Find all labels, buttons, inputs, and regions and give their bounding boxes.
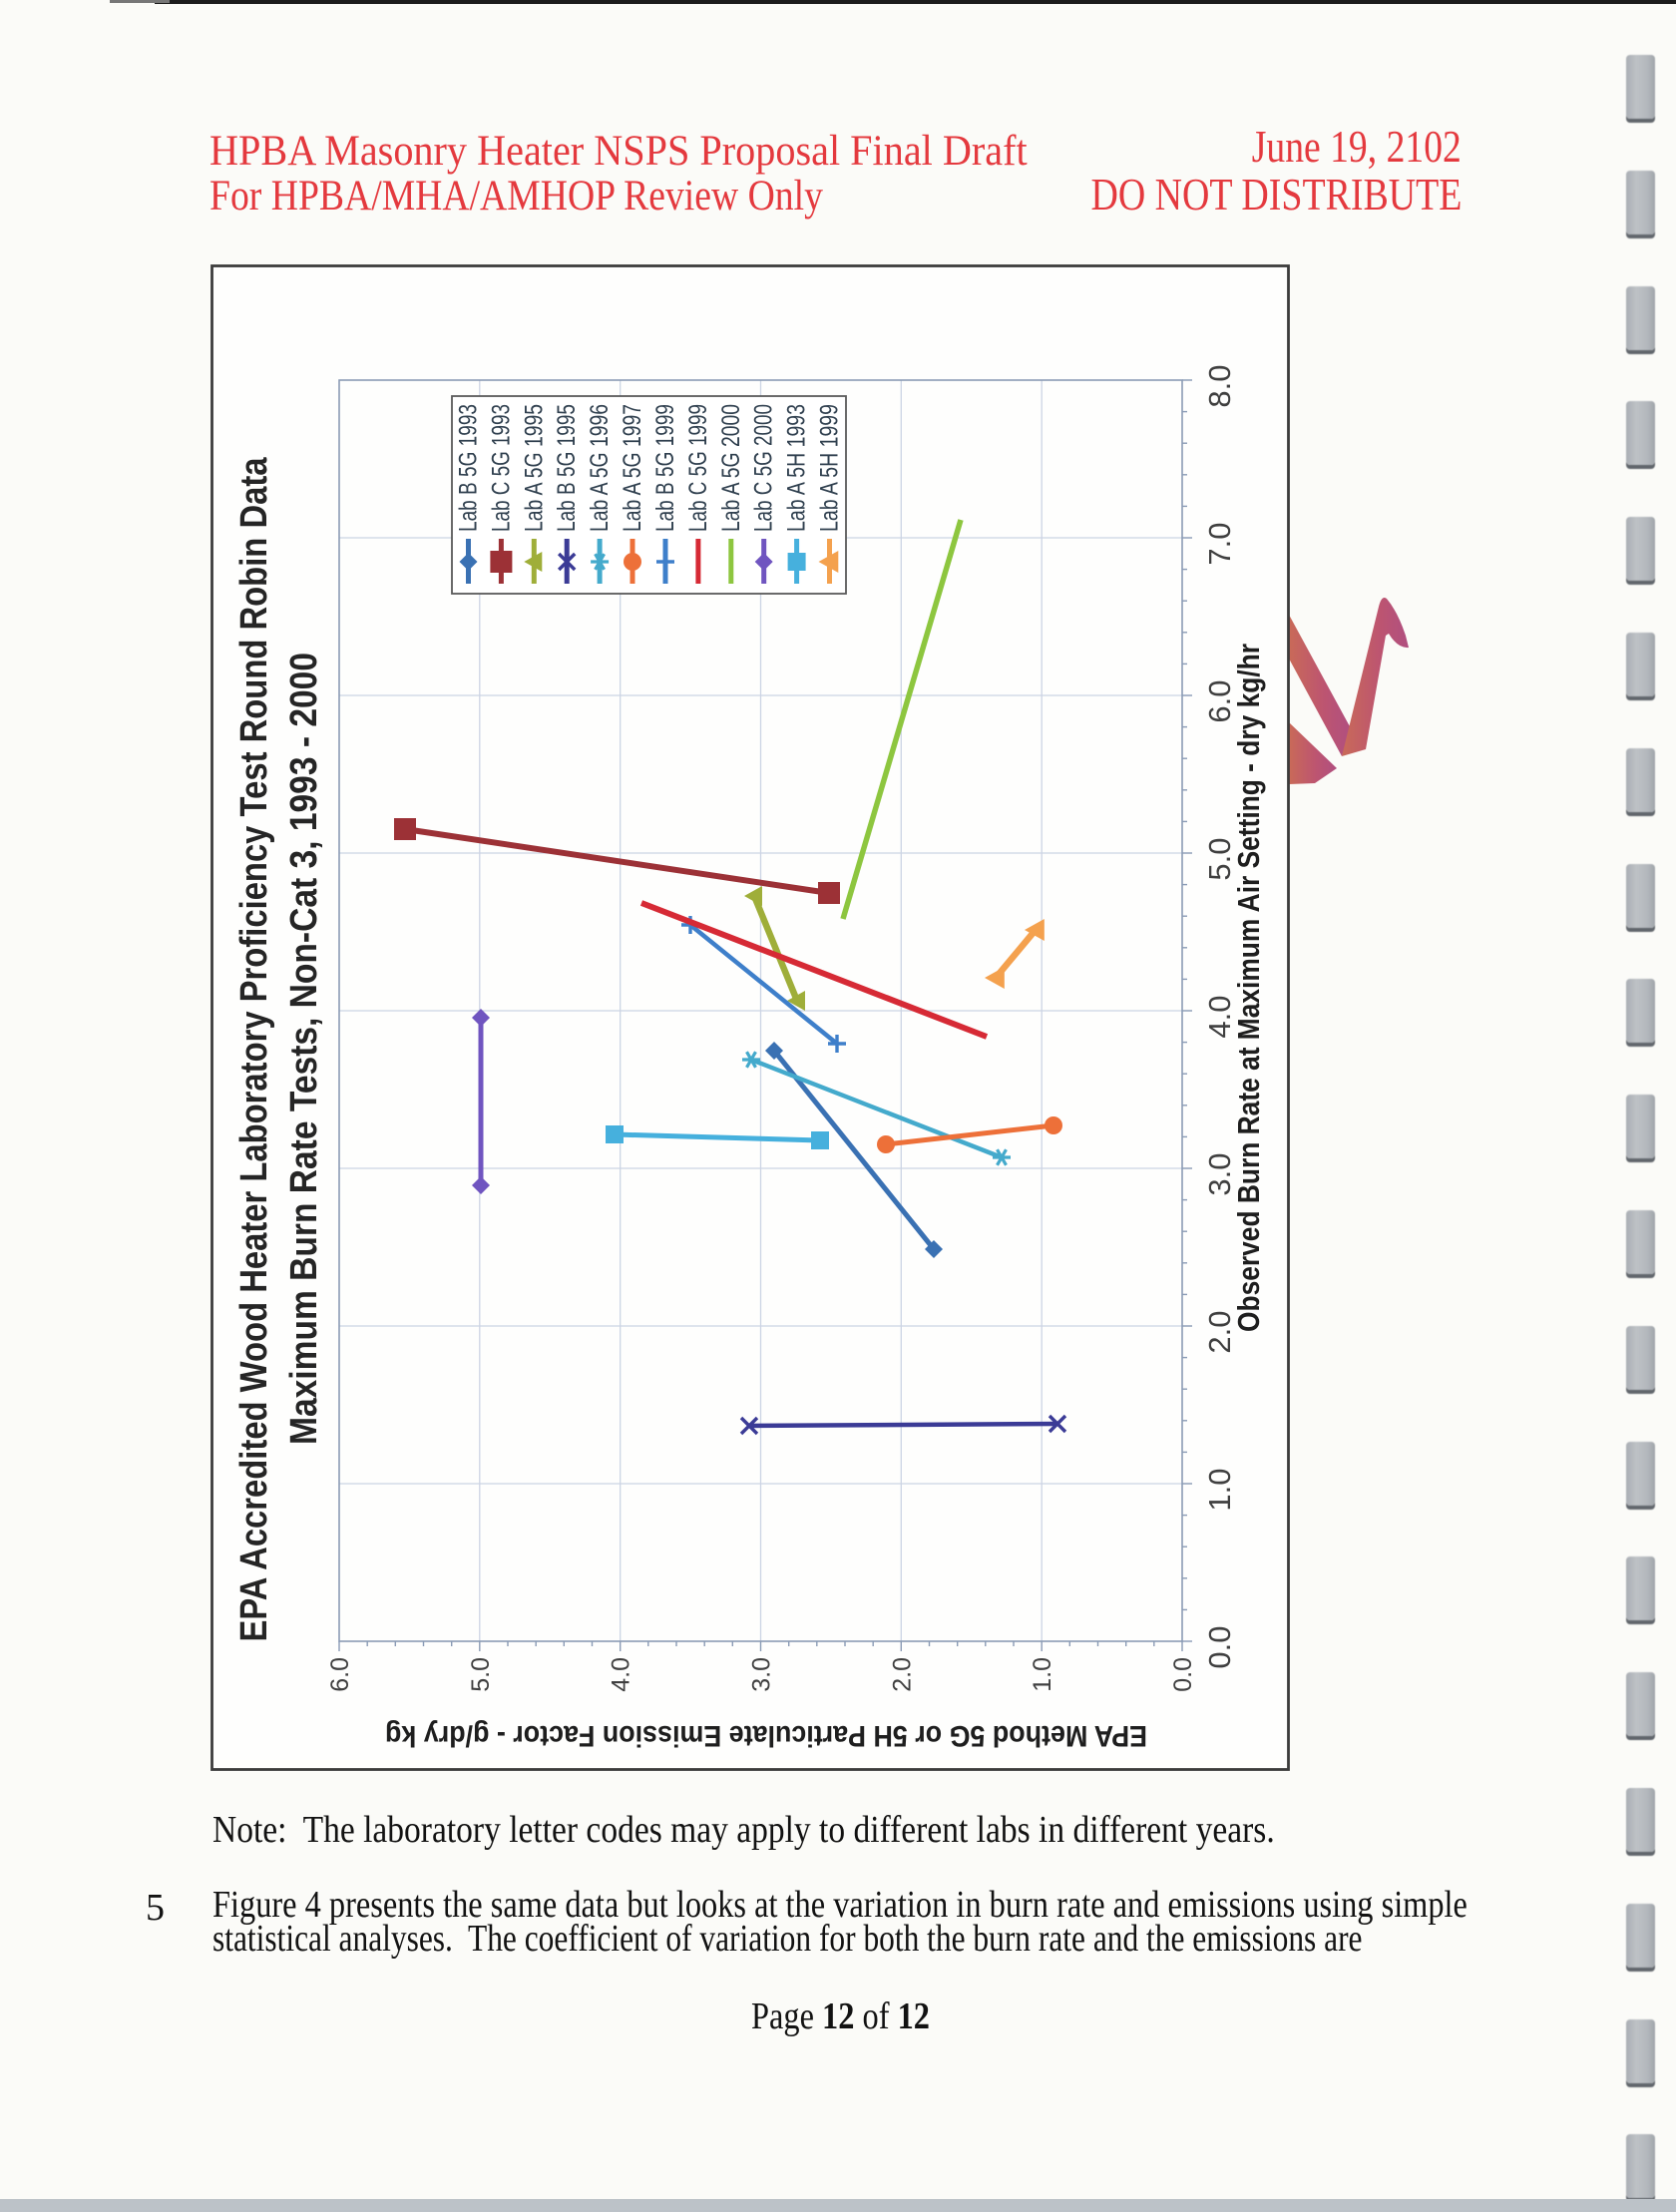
- svg-text:Lab C 5G 1993: Lab C 5G 1993: [487, 404, 515, 532]
- svg-text:6.0: 6.0: [1202, 679, 1237, 722]
- svg-text:2.0: 2.0: [1202, 1310, 1237, 1353]
- svg-text:Lab C 5G 1999: Lab C 5G 1999: [684, 404, 712, 532]
- svg-text:Observed Burn Rate at Maximum: Observed Burn Rate at Maximum Air Settin…: [1231, 644, 1266, 1332]
- svg-text:6.0: 6.0: [326, 1657, 354, 1692]
- svg-text:1.0: 1.0: [1202, 1468, 1237, 1511]
- svg-text:7.0: 7.0: [1202, 522, 1237, 565]
- svg-text:Lab B 5G 1995: Lab B 5G 1995: [553, 404, 581, 532]
- svg-text:Lab A 5G 1995: Lab A 5G 1995: [520, 404, 548, 532]
- svg-text:5.0: 5.0: [1202, 837, 1237, 880]
- svg-text:5.0: 5.0: [467, 1657, 495, 1692]
- svg-text:4.0: 4.0: [1202, 995, 1237, 1038]
- svg-text:0.0: 0.0: [1169, 1657, 1197, 1692]
- svg-text:EPA Accredited Wood Heater Lab: EPA Accredited Wood Heater Laboratory Pr…: [233, 457, 275, 1642]
- svg-text:Lab A 5H 1993: Lab A 5H 1993: [783, 404, 811, 532]
- svg-text:4.0: 4.0: [608, 1657, 635, 1692]
- svg-text:Lab A 5G 1996: Lab A 5G 1996: [586, 404, 614, 532]
- svg-text:3.0: 3.0: [1202, 1152, 1237, 1195]
- svg-text:2.0: 2.0: [888, 1657, 916, 1692]
- svg-text:Lab B 5G 1993: Lab B 5G 1993: [455, 404, 483, 532]
- svg-text:Lab B 5G 1999: Lab B 5G 1999: [651, 404, 679, 532]
- svg-text:EPA Method 5G or 5H Particulat: EPA Method 5G or 5H Particulate Emission…: [385, 1719, 1147, 1752]
- svg-text:0.0: 0.0: [1202, 1625, 1237, 1668]
- svg-text:1.0: 1.0: [1029, 1657, 1056, 1692]
- svg-text:3.0: 3.0: [748, 1657, 776, 1692]
- svg-text:Lab A 5G 2000: Lab A 5G 2000: [717, 404, 745, 532]
- svg-text:Lab A 5G 1997: Lab A 5G 1997: [619, 404, 646, 532]
- svg-text:Maximum Burn Rate Tests, Non-: Maximum Burn Rate Tests, Non-Cat 3, 1993…: [283, 653, 325, 1445]
- svg-text:Lab A 5H 1999: Lab A 5H 1999: [816, 404, 844, 532]
- svg-text:Lab C 5G 2000: Lab C 5G 2000: [750, 404, 778, 532]
- svg-text:8.0: 8.0: [1202, 364, 1237, 407]
